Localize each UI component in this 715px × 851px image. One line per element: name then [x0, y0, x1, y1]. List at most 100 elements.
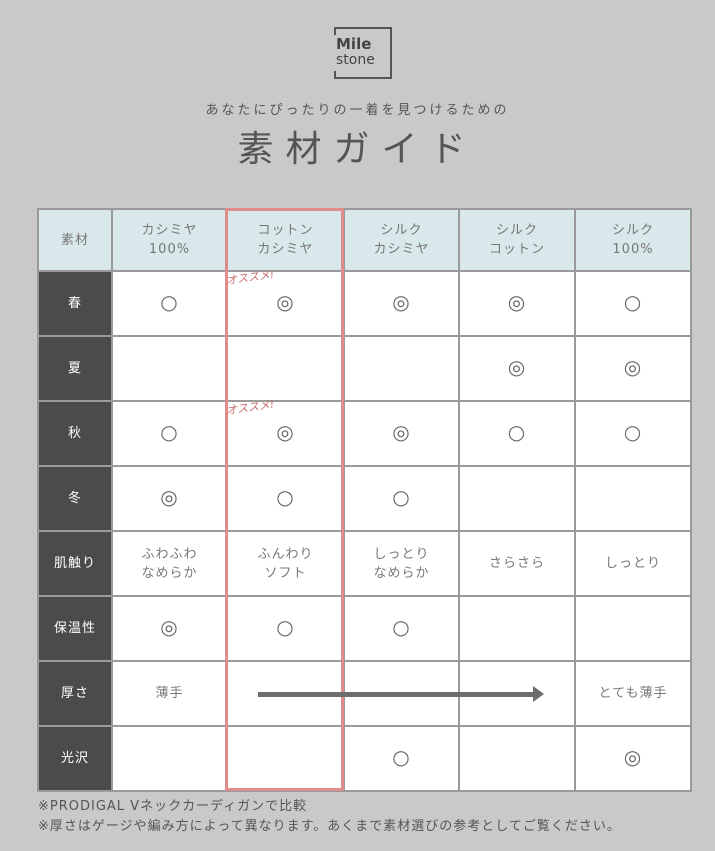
note-1: ※PRODIGAL Vネックカーディガンで比較 [38, 799, 308, 814]
table-cell: ふんわり ソフト [226, 530, 345, 597]
cell-text: とても薄手 [598, 686, 668, 701]
cell-text: さらさら [488, 556, 545, 571]
row-label: 光沢 [37, 725, 113, 792]
table-cell: ふわふわ なめらか [111, 530, 228, 597]
table-cell: ◎ [343, 400, 460, 467]
table-cell: ○ [458, 400, 576, 467]
circle-icon: ○ [392, 614, 411, 639]
row-label: 秋 [37, 400, 113, 467]
table-cell: しっとり [574, 530, 692, 597]
circle-icon: ○ [507, 419, 527, 444]
column-header-line: 100% [612, 242, 654, 257]
table-cell [574, 595, 692, 662]
table-cell: ◎ オススメ! [225, 398, 345, 467]
circle-icon: ○ [623, 419, 643, 444]
table-row: 夏 ◎ ◎ [37, 335, 692, 402]
column-header-line: 100% [148, 242, 191, 257]
page-title: 素材ガイド [237, 129, 478, 170]
table-cell: とても薄手 [574, 660, 692, 727]
double-circle-icon: ◎ [276, 289, 295, 314]
table-cell: ◎ [111, 595, 228, 662]
table-cell: ○ [226, 595, 345, 662]
table-cell: ◎ [111, 465, 228, 532]
double-circle-icon: ◎ [160, 614, 179, 639]
column-header-line: シルク [611, 223, 654, 238]
table-row: 肌触り ふわふわ なめらか ふんわり ソフト しっとり なめらか さらさら しっとり [37, 530, 692, 597]
column-header: シルク カシミヤ [343, 208, 460, 272]
row-label: 厚さ [37, 660, 113, 727]
table-cell [111, 725, 228, 792]
table-cell [111, 335, 228, 402]
row-label: 肌触り [37, 530, 113, 597]
column-header-line: コットン [488, 242, 545, 257]
circle-icon: ○ [160, 419, 179, 444]
logo-line2: stone [336, 52, 375, 68]
table-cell: ◎ [458, 335, 576, 402]
double-circle-icon: ◎ [507, 289, 527, 314]
logo-line1: Mile [336, 35, 372, 53]
double-circle-icon: ◎ [507, 354, 527, 379]
row-label: 夏 [37, 335, 113, 402]
circle-icon: ○ [160, 289, 179, 314]
table-cell: さらさら [458, 530, 576, 597]
column-header: シルク 100% [574, 208, 692, 272]
table-cell: ○ [226, 465, 345, 532]
table-row: 秋 ○ ◎ オススメ! ◎ ○ ○ [37, 398, 692, 467]
table-cell: ○ [111, 270, 228, 337]
double-circle-icon: ◎ [392, 289, 411, 314]
table-cell: ○ [343, 465, 460, 532]
circle-icon: ○ [623, 289, 643, 314]
row-label: 春 [37, 270, 113, 337]
column-header-line: シルク [495, 223, 538, 238]
cell-line: ふわふわ [141, 546, 198, 562]
column-header-line: カシミヤ [257, 242, 314, 257]
table-cell: ○ [343, 595, 460, 662]
circle-icon: ○ [276, 614, 295, 639]
column-header-line: カシミヤ [373, 242, 430, 257]
column-header-line: シルク [380, 223, 423, 238]
double-circle-icon: ◎ [160, 484, 179, 509]
table-cell: ◎ [574, 335, 692, 402]
table-cell: ○ [574, 270, 692, 337]
table-row: 冬 ◎ ○ ○ [37, 465, 692, 532]
table-cell [574, 465, 692, 532]
double-circle-icon: ◎ [623, 744, 643, 769]
material-table: 素材 カシミヤ 100% コットン カシミヤ シルク カシミヤ シルク コットン シルク 100% 春… [37, 208, 692, 792]
double-circle-icon: ◎ [276, 419, 295, 444]
circle-icon: ○ [392, 484, 411, 509]
table-cell [226, 725, 345, 792]
cell-line: ソフト [264, 565, 307, 581]
table-cell: ○ [111, 400, 228, 467]
corner-cell: 素材 [37, 208, 113, 272]
cell-line: しっとり [373, 546, 430, 562]
table-cell [226, 335, 345, 402]
row-label: 冬 [37, 465, 113, 532]
circle-icon: ○ [276, 484, 295, 509]
table-cell: ◎ [574, 725, 692, 792]
circle-icon: ○ [392, 744, 411, 769]
cell-line: なめらか [141, 565, 198, 581]
column-header: コットン カシミヤ [226, 208, 345, 272]
double-circle-icon: ◎ [623, 354, 643, 379]
cell-text: しっとり [604, 556, 661, 571]
row-label: 保温性 [37, 595, 113, 662]
table-cell [343, 335, 460, 402]
table-cell: ◎ オススメ! [225, 268, 345, 337]
double-circle-icon: ◎ [392, 419, 411, 444]
cell-line: ふんわり [257, 546, 314, 562]
table-cell: ○ [343, 725, 460, 792]
table-cell: ◎ [458, 270, 576, 337]
table-cell: 薄手 [111, 660, 228, 727]
table-row: 春 ○ ◎ オススメ! ◎ ◎ ○ [37, 268, 692, 337]
table-row: 保温性 ◎ ○ ○ [37, 595, 692, 662]
table-cell: しっとり なめらか [343, 530, 460, 597]
cell-line: なめらか [373, 565, 430, 581]
table-row: 光沢 ○ ◎ [37, 725, 692, 792]
thickness-arrow-icon [258, 686, 544, 702]
table-cell [458, 725, 576, 792]
column-header-line: コットン [257, 223, 314, 238]
table-cell [458, 595, 576, 662]
milestone-logo: Mile stone [334, 27, 392, 79]
table-cell: ◎ [343, 270, 460, 337]
column-header-line: カシミヤ [141, 223, 198, 238]
